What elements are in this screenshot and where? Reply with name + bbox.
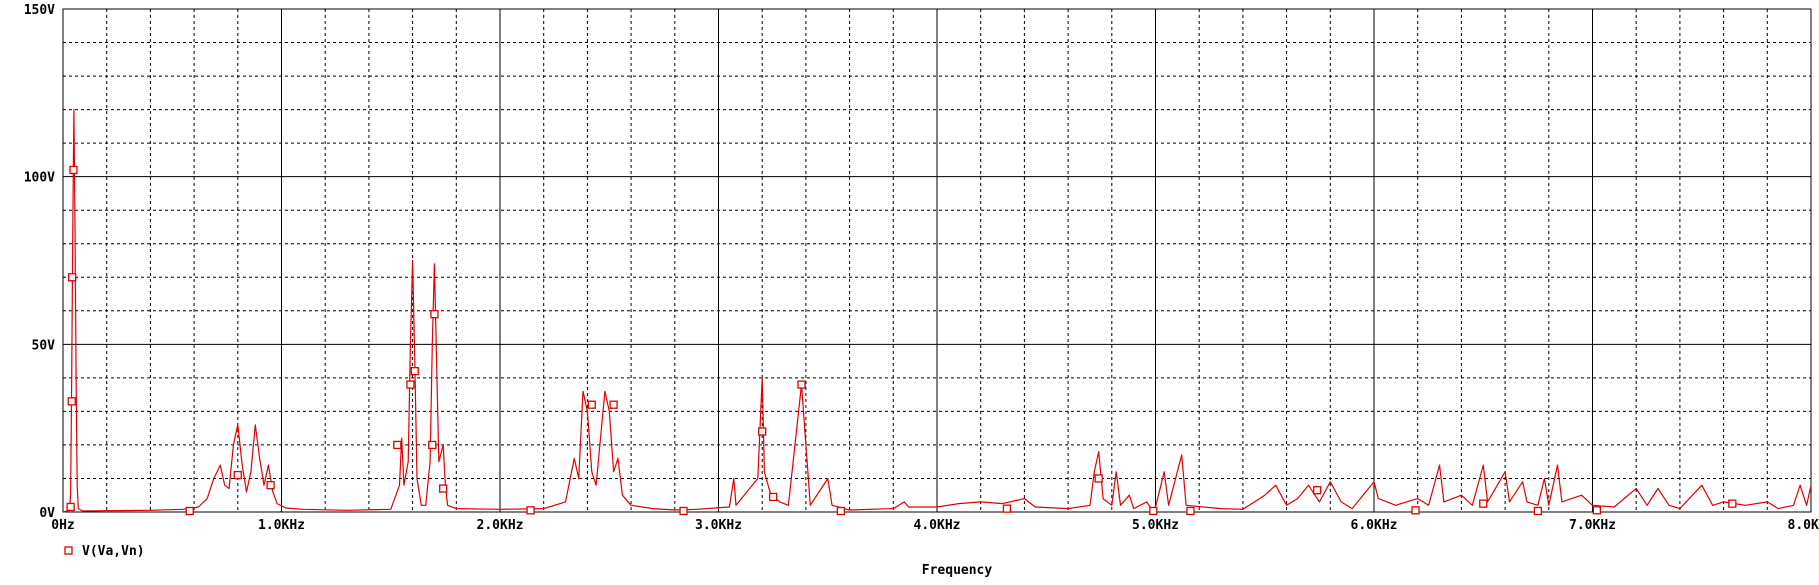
plot-frame (62, 8, 1812, 513)
data-point-marker (233, 470, 242, 480)
data-point-marker (1149, 506, 1158, 516)
data-point-marker (1002, 504, 1012, 513)
x-tick-label: 0Hz (51, 518, 74, 533)
x-tick-label: 4.0KHz (914, 518, 961, 533)
data-point-marker (1592, 506, 1602, 515)
data-point-marker (69, 165, 78, 175)
y-tick-label: 150V (24, 3, 55, 18)
data-point-marker (1186, 506, 1195, 516)
data-point-marker (1533, 506, 1543, 516)
series-line (62, 109, 1812, 513)
x-tick-label: 3.0KHz (695, 518, 742, 533)
axis-ticks: 0Hz 1.0KHz 2.0KHz 3.0KHz 4.0KHz 5.0KHz 6.0KHz 7… (24, 3, 1819, 533)
y-tick-label: 0V (39, 506, 55, 521)
data-point-marker (1728, 499, 1737, 508)
data-point-marker (185, 506, 194, 516)
legend-marker-icon (64, 546, 73, 555)
data-point-marker (66, 502, 75, 512)
data-point-marker (797, 380, 806, 389)
data-point-marker (836, 506, 846, 516)
x-tick-label: 5.0KHz (1132, 518, 1179, 533)
series-layer (62, 109, 1812, 513)
x-tick-label: 2.0KHz (477, 518, 524, 533)
data-point-marker (609, 400, 618, 409)
x-axis-title: Frequency (922, 563, 993, 578)
data-point-marker (428, 440, 437, 450)
x-tick-label: 7.0KHz (1569, 518, 1616, 533)
y-tick-label: 100V (24, 171, 55, 186)
series-markers (66, 165, 1737, 516)
data-point-marker (526, 506, 535, 515)
x-tick-label: 8.0KHz (1788, 518, 1819, 533)
data-point-marker (406, 380, 415, 389)
data-point-marker (1479, 499, 1488, 508)
data-point-marker (1313, 486, 1322, 495)
data-point-marker (393, 440, 402, 450)
x-tick-label: 6.0KHz (1351, 518, 1398, 533)
data-point-marker (68, 273, 77, 282)
y-tick-label: 50V (32, 338, 56, 353)
data-point-marker (1094, 474, 1103, 483)
data-point-marker (67, 397, 76, 406)
data-point-marker (439, 484, 448, 493)
legend-label: V(Va,Vn) (82, 544, 145, 559)
data-point-marker (679, 506, 688, 516)
data-point-marker (758, 427, 767, 436)
data-point-marker (768, 492, 778, 502)
data-point-marker (587, 400, 596, 409)
x-tick-label: 1.0KHz (258, 518, 305, 533)
data-point-marker (1411, 506, 1420, 515)
data-point-marker (410, 367, 419, 376)
data-point-marker (266, 481, 275, 490)
data-point-marker (430, 310, 439, 319)
legend[interactable]: V(Va,Vn) (64, 544, 145, 559)
